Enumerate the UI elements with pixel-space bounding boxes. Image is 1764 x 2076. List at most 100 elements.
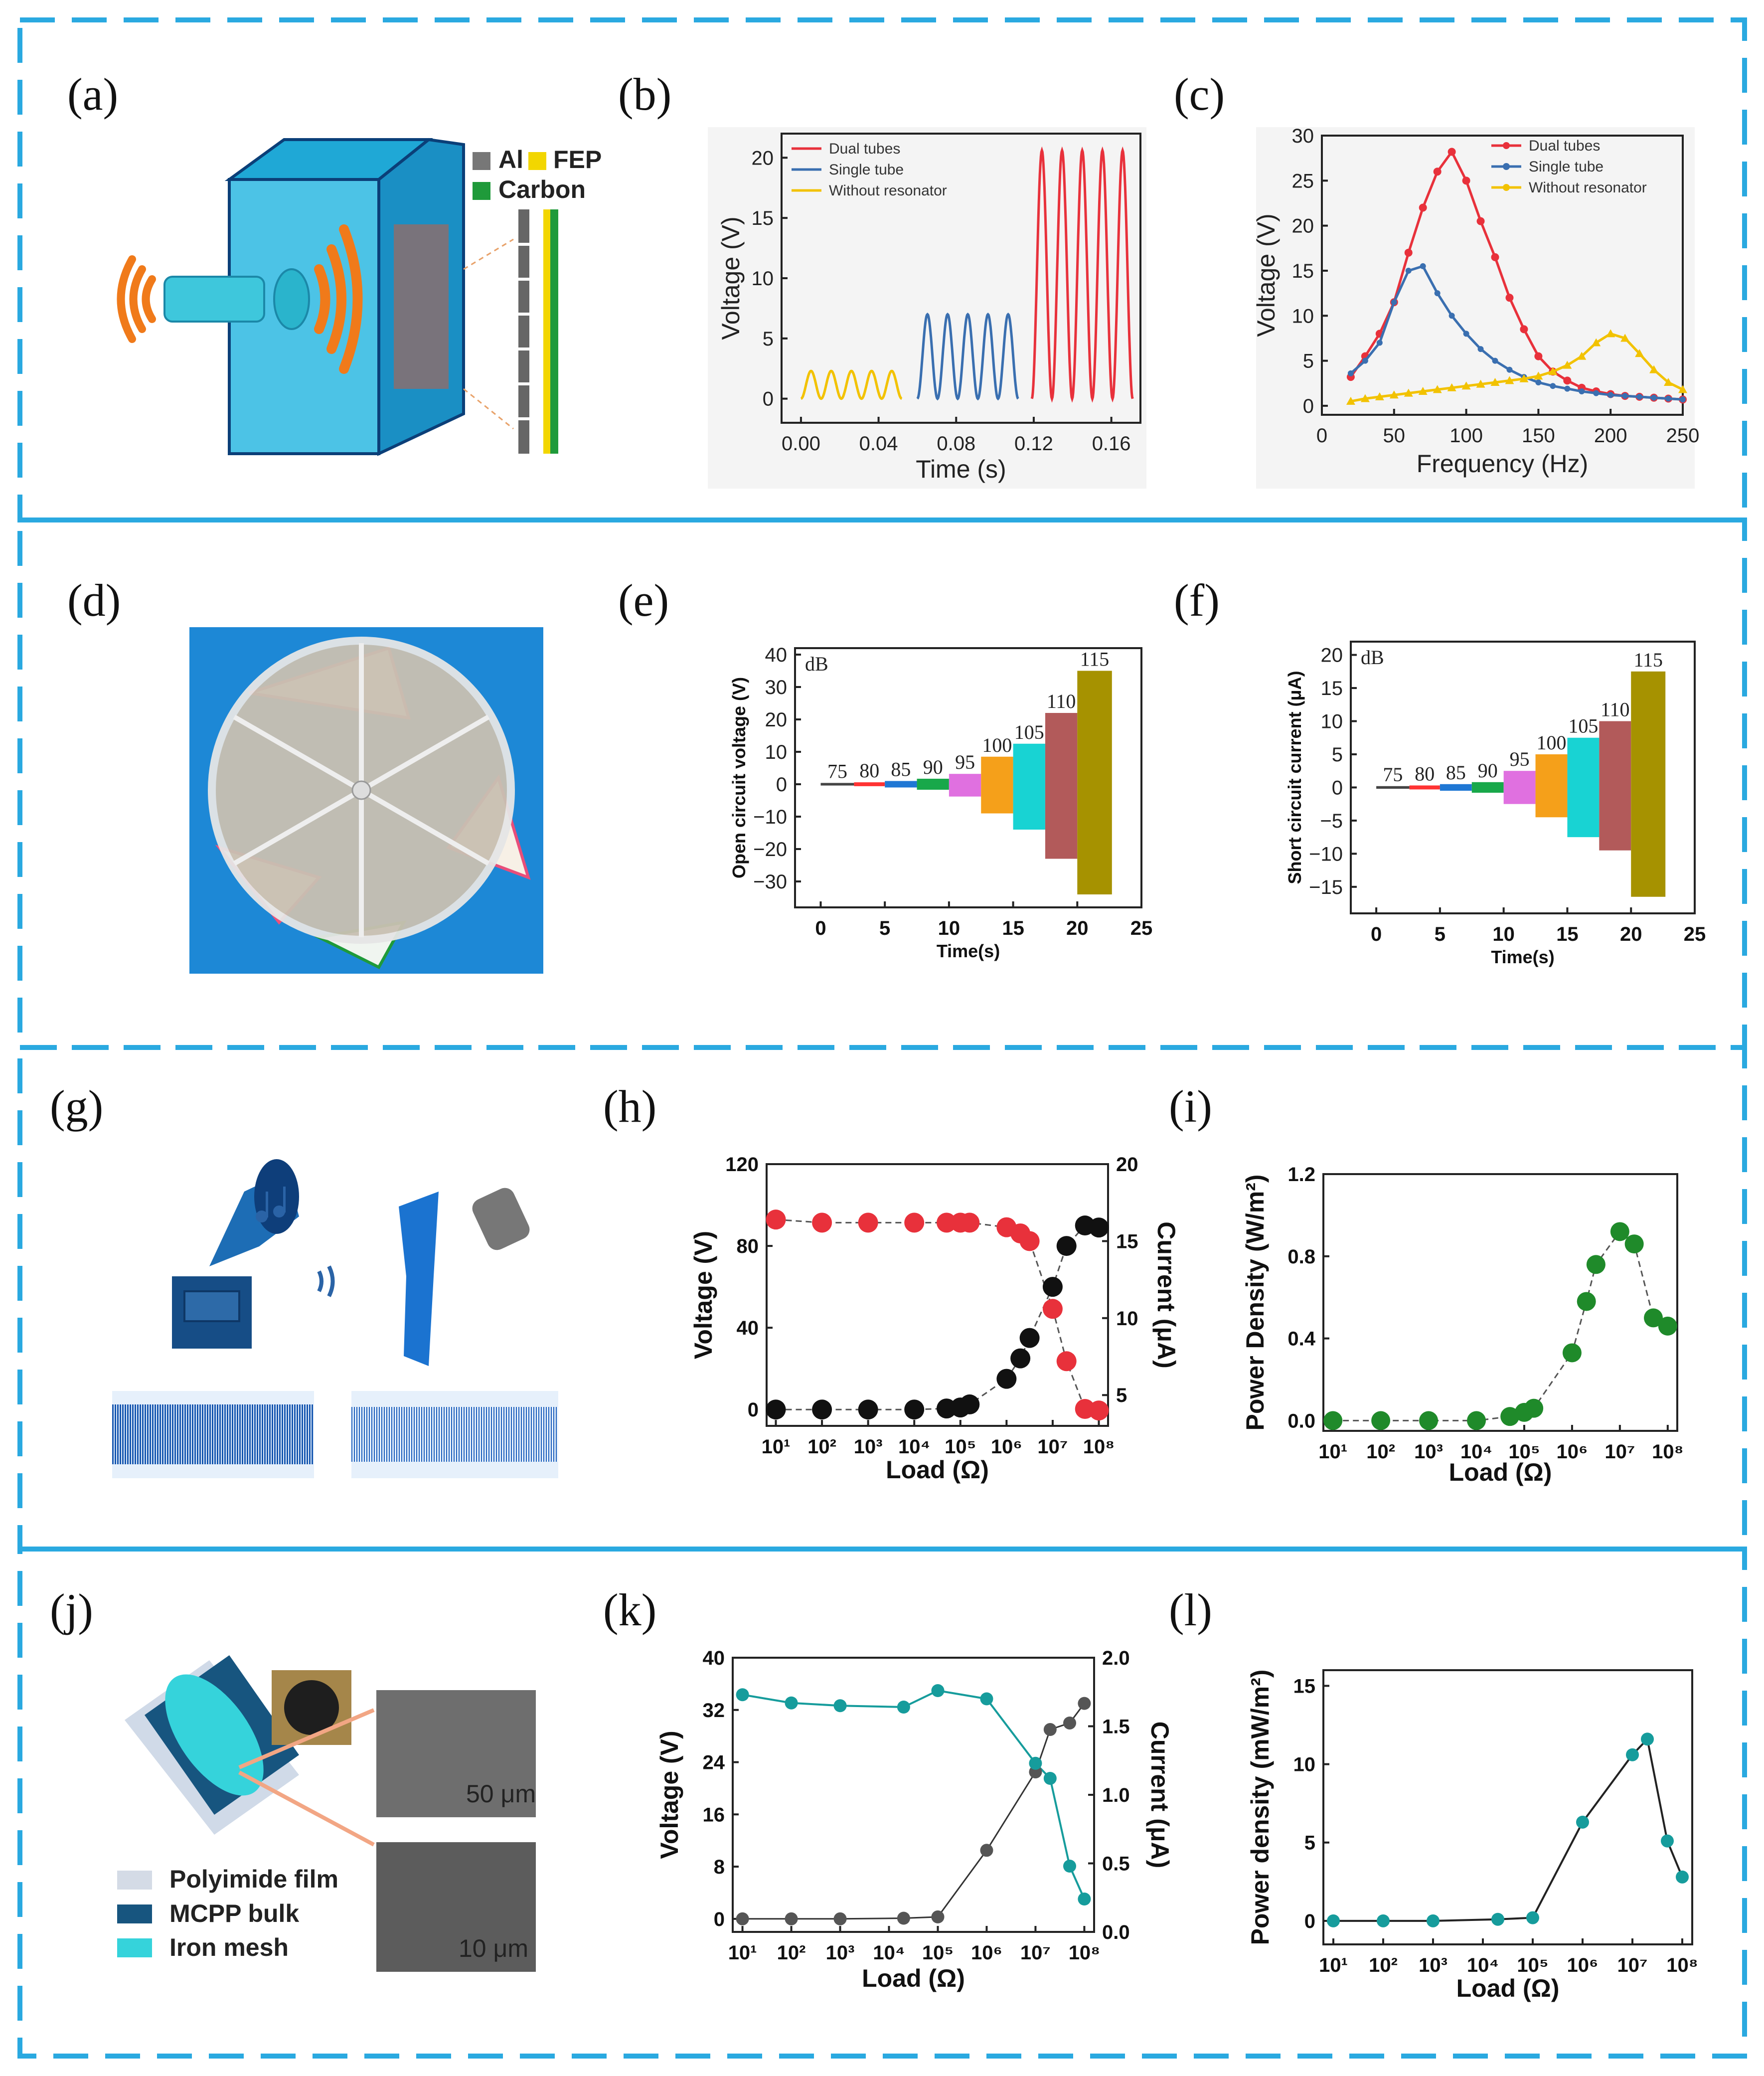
chart-k-x-tick-label: 10⁷ (1020, 1942, 1051, 1964)
chart-c-y-tick-label: 25 (1292, 170, 1314, 192)
chart-c-point (1418, 387, 1428, 395)
chart-f-bar (1409, 785, 1440, 790)
disk-hub (351, 780, 371, 800)
chart-c-point (1651, 394, 1657, 401)
chart-b-legend-label: Dual tubes (829, 141, 900, 157)
chart-c: 0 50 100 150 200 250 0 5 10 15 20 25 30 Frequency (Hz… (1252, 125, 1699, 489)
chart-i-x-tick-label: 10⁵ (1508, 1441, 1540, 1463)
chart-c-point (1405, 267, 1412, 274)
chart-c-point (1447, 383, 1456, 391)
chart-c-legend-label: Dual tubes (1529, 138, 1600, 154)
chart-e-y-tick-label: 0 (776, 774, 787, 796)
chart-k-y2-tick-label: 0.5 (1102, 1853, 1130, 1875)
sound-signal-icon (317, 1265, 335, 1297)
chart-f: 0 5 10 15 20 25 −15 −10 −5 0 5 10 15 20 Time(s) Short c… (1284, 641, 1706, 967)
chart-f-y-axis-label: Short circuit current (μA) (1284, 671, 1305, 884)
chart-c-y-axis-label: Voltage (V) (1252, 213, 1280, 337)
chart-e-bar-label: 85 (891, 758, 911, 781)
chart-i-x-tick-label: 10¹ (1318, 1441, 1347, 1463)
zoom-line-bottom (463, 388, 514, 430)
chart-e-bar (917, 778, 949, 790)
chart-l-x-tick-label: 10⁴ (1467, 1954, 1499, 1976)
legend-label-iron: Iron mesh (169, 1933, 289, 1961)
chart-c-point (1391, 299, 1397, 306)
chart-c-point (1447, 148, 1456, 156)
panel-a-illustration: Al FEP Carbon (115, 138, 602, 459)
legend-swatch-carbon (473, 182, 490, 200)
chart-e-y-tick-label: 30 (765, 677, 788, 698)
chart-l-point (1491, 1912, 1504, 1926)
chart-c-legend-marker (1503, 142, 1510, 149)
chart-k-voltage-point (785, 1912, 798, 1925)
chart-l-point (1626, 1748, 1639, 1761)
chart-c-point (1347, 370, 1354, 376)
chart-k-y-tick-label: 16 (703, 1804, 725, 1826)
chart-l-x-tick-label: 10⁵ (1517, 1954, 1548, 1976)
chart-c-point (1448, 313, 1455, 319)
chart-f-bar (1567, 737, 1600, 838)
chart-c-point (1506, 366, 1513, 373)
chart-e-bar-label: 95 (955, 751, 975, 773)
chart-c-point (1620, 334, 1630, 342)
chart-h-current-point (858, 1212, 878, 1233)
chart-l-x-tick-label: 10⁷ (1617, 1954, 1648, 1976)
chart-k-voltage-point (931, 1910, 945, 1923)
chart-l-point (1427, 1914, 1440, 1927)
chart-k-voltage-point (1063, 1716, 1077, 1730)
chart-c-point (1346, 396, 1355, 405)
chart-e-y-axis-label: Open circuit voltage (V) (729, 677, 749, 878)
chart-k-current-point (1043, 1772, 1057, 1785)
sample-photo-disk (284, 1680, 339, 1735)
legend-swatch-al (473, 152, 490, 170)
sem-image-2 (376, 1842, 536, 1972)
chart-i-x-tick-label: 10² (1366, 1441, 1395, 1463)
chart-c-point (1420, 263, 1426, 269)
chart-h-current-point (937, 1212, 957, 1233)
chart-k-y-tick-label: 24 (703, 1752, 725, 1774)
chart-f-y-tick-label: 5 (1332, 744, 1343, 766)
chart-c-point (1476, 217, 1485, 225)
chart-e-bar-label: 75 (827, 760, 847, 782)
chart-l-x-tick-label: 10² (1369, 1954, 1398, 1976)
chart-c-point (1492, 357, 1498, 364)
chart-l-point (1676, 1870, 1689, 1884)
chart-k-x-tick-label: 10⁸ (1069, 1942, 1100, 1964)
chart-l-point (1641, 1732, 1654, 1746)
chart-c-y-tick-label: 0 (1303, 395, 1314, 417)
chart-i-point (1419, 1411, 1439, 1430)
chart-h-voltage-point (1042, 1277, 1063, 1297)
fep-layer (543, 209, 550, 454)
chart-h-voltage-point (1089, 1217, 1109, 1238)
chart-k-y-tick-label: 8 (714, 1856, 725, 1878)
chart-c-point (1607, 392, 1614, 398)
chart-l-point (1327, 1914, 1340, 1927)
metal-cylinder (472, 1188, 530, 1250)
chart-l-x-tick-label: 10⁸ (1666, 1954, 1698, 1976)
chart-c-x-tick-label: 50 (1383, 425, 1406, 447)
chart-c-point (1563, 360, 1572, 369)
chart-f-bar-label: 90 (1478, 759, 1498, 782)
chart-f-y-tick-label: −10 (1309, 843, 1343, 865)
chart-c-legend-label: Single tube (1529, 159, 1604, 175)
chart-f-y-tick-label: 15 (1321, 678, 1343, 699)
chart-e-x-tick-label: 20 (1066, 917, 1089, 939)
chart-l-y-tick-label: 10 (1293, 1754, 1316, 1776)
chart-k-current-point (897, 1701, 910, 1714)
panel-d-photo (189, 627, 543, 974)
chart-c-point (1404, 248, 1413, 257)
chart-e-x-tick-label: 10 (938, 917, 961, 939)
chart-h-x-tick-label: 10² (807, 1436, 836, 1458)
chart-c-point (1664, 377, 1673, 386)
chart-c-x-axis-label: Frequency (Hz) (1417, 450, 1589, 478)
chart-b-y-tick-label: 5 (763, 328, 774, 350)
chart-c-point (1434, 290, 1441, 297)
chart-c-point (1376, 340, 1383, 346)
chart-c-x-tick-label: 150 (1522, 425, 1555, 447)
chart-c-legend-marker (1503, 163, 1510, 170)
chart-k-y2-axis-label: Current (μA) (1146, 1722, 1174, 1868)
chart-c-point (1404, 388, 1413, 397)
panel-j-legend: Polyimide film MCPP bulk Iron mesh (117, 1865, 338, 1961)
chart-k-current-point (980, 1692, 993, 1706)
chart-f-bar-label: 75 (1383, 763, 1403, 786)
